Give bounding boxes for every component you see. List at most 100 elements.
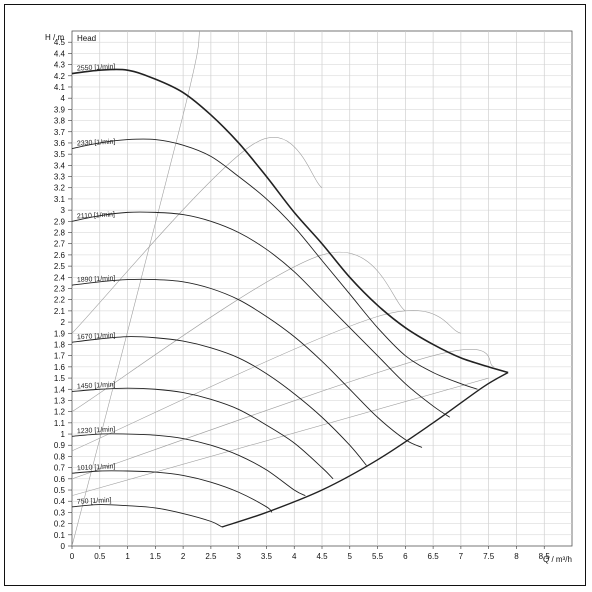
system-curve [71, 30, 201, 547]
y-tick-label: 3.1 [54, 195, 66, 204]
series-label: 750 [1/min] [77, 497, 112, 506]
y-tick-label: 2.2 [54, 296, 66, 305]
y-tick-label: 3.9 [54, 105, 66, 114]
series-label: 1230 [1/min] [77, 426, 116, 435]
series-lines [71, 68, 509, 528]
y-tick-label: 3.2 [54, 184, 66, 193]
y-tick-label: 2.6 [54, 251, 66, 260]
x-tick-label: 5.5 [372, 552, 384, 561]
y-tick-label: 4.5 [54, 38, 66, 47]
x-tick-label: 1.5 [150, 552, 162, 561]
x-tick-label: 3 [236, 552, 241, 561]
x-tick-label: 3.5 [261, 552, 273, 561]
system-curve [71, 137, 323, 334]
y-tick-label: 3.5 [54, 150, 66, 159]
curve-labels: 2550 [1/min] 2330 [1/min] 2110 [1/min] 1890… [77, 64, 116, 506]
y-tick-label: 0.7 [54, 464, 66, 473]
y-tick-label: 3 [61, 206, 66, 215]
y-tick-label: 1.8 [54, 340, 66, 349]
series-label: 2550 [1/min] [77, 64, 116, 73]
system-curve [71, 310, 461, 452]
y-tick-label: 4.2 [54, 72, 66, 81]
envelope-line [221, 371, 509, 528]
y-tick-label: 3.7 [54, 128, 66, 137]
x-tick-label: 2.5 [205, 552, 217, 561]
x-tick-label: 8.5 [539, 552, 551, 561]
x-tick-label: 7.5 [483, 552, 495, 561]
y-tick-label: 1.6 [54, 363, 66, 372]
y-tick-label: 0.1 [54, 531, 66, 540]
y-tick-label: 1.5 [54, 374, 66, 383]
chart-frame [4, 4, 586, 586]
series-line [71, 433, 306, 497]
y-tick-label: 2.1 [54, 307, 66, 316]
y-tick-label: 1 [61, 430, 66, 439]
series-line [71, 470, 273, 513]
system-curve [71, 349, 495, 480]
series-line [71, 68, 509, 374]
y-tick-label: 2.7 [54, 240, 66, 249]
y-tick-label: 4.4 [54, 49, 66, 58]
series-label: 2110 [1/min] [77, 211, 115, 220]
y-tick-label: 0.9 [54, 441, 66, 450]
envelope [221, 371, 509, 528]
x-tick-label: 0.5 [94, 552, 106, 561]
series-line [71, 504, 223, 528]
system-curve [71, 252, 406, 412]
y-tick-label: 0.5 [54, 486, 66, 495]
x-tick-label: 7 [459, 552, 464, 561]
y-tick-label: 2.3 [54, 285, 66, 294]
x-tick-label: 0 [70, 552, 75, 561]
series-label: 1890 [1/min] [77, 275, 116, 284]
y-tick-label: 2.5 [54, 262, 66, 271]
series-line [71, 336, 367, 466]
series-line [71, 278, 423, 448]
series-line [71, 211, 451, 418]
series-label: 1670 [1/min] [77, 332, 116, 341]
y-tick-label: 1.2 [54, 408, 66, 417]
x-tick-label: 6 [403, 552, 408, 561]
y-tick-label: 2 [61, 318, 66, 327]
y-tick-label: 0.3 [54, 508, 66, 517]
series-line [71, 138, 478, 390]
y-tick-label: 0 [61, 542, 66, 551]
y-tick-label: 3.4 [54, 161, 66, 170]
x-tick-label: 4 [292, 552, 297, 561]
series-line [71, 387, 334, 480]
series-label: 1010 [1/min] [77, 463, 116, 472]
x-tick-label: 8 [514, 552, 519, 561]
y-tick-label: 0.6 [54, 475, 66, 484]
y-tick-label: 0.2 [54, 520, 66, 529]
y-tick-label: 2.4 [54, 273, 66, 282]
system-curve [71, 377, 489, 496]
y-tick-label: 1.4 [54, 385, 66, 394]
y-tick-label: 3.3 [54, 173, 66, 182]
legend-label: Head [77, 34, 96, 43]
x-tick-label: 2 [181, 552, 186, 561]
y-tick-label: 1.1 [54, 419, 66, 428]
y-axis-label: H / m [45, 33, 64, 42]
tick-labels: 0 0.5 1 1.5 2 2.5 3 3.5 4 4.5 5 5.5 6 6.5 7 7.5 8 8.5 0 0.1… [54, 38, 550, 561]
y-tick-label: 2.8 [54, 229, 66, 238]
x-tick-label: 4.5 [316, 552, 328, 561]
series-label: 2330 [1/min] [77, 139, 116, 148]
x-tick-label: 6.5 [428, 552, 440, 561]
y-tick-label: 4.1 [54, 83, 66, 92]
y-tick-label: 1.9 [54, 329, 66, 338]
system-curves [71, 30, 495, 547]
y-tick-label: 3.8 [54, 117, 66, 126]
x-axis-label: Q / m³/h [543, 555, 572, 564]
y-tick-label: 1.7 [54, 352, 66, 361]
series-label: 1450 [1/min] [77, 381, 116, 390]
y-tick-label: 2.9 [54, 217, 66, 226]
x-tick-label: 5 [348, 552, 353, 561]
y-tick-label: 1.3 [54, 396, 66, 405]
y-tick-label: 4 [61, 94, 66, 103]
grid [71, 30, 573, 547]
x-tick-label: 1 [125, 552, 130, 561]
y-tick-label: 0.8 [54, 452, 66, 461]
y-tick-label: 3.6 [54, 139, 66, 148]
y-tick-label: 4.3 [54, 61, 66, 70]
y-tick-label: 0.4 [54, 497, 66, 506]
